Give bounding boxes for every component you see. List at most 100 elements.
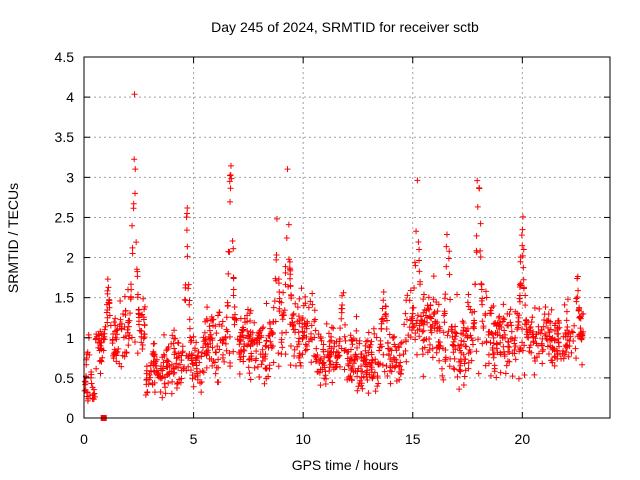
data-point <box>104 319 111 326</box>
data-point <box>446 248 453 255</box>
data-point <box>280 312 287 319</box>
data-point <box>431 309 438 316</box>
data-point <box>312 327 319 334</box>
data-point <box>579 332 586 339</box>
data-point <box>160 351 167 358</box>
data-point <box>240 353 247 360</box>
data-point <box>111 319 118 325</box>
data-point <box>105 284 112 291</box>
data-point <box>519 213 526 220</box>
data-point <box>526 325 533 332</box>
data-point <box>251 364 258 371</box>
data-point <box>279 344 286 351</box>
data-point <box>436 339 443 346</box>
data-point <box>452 333 459 340</box>
data-point <box>247 307 254 314</box>
data-point <box>203 364 210 371</box>
data-point <box>189 352 196 359</box>
data-point <box>262 342 269 349</box>
data-point <box>522 302 529 309</box>
data-point <box>436 357 443 364</box>
data-point <box>143 367 150 374</box>
data-point <box>474 203 481 210</box>
data-point <box>563 341 570 348</box>
data-point <box>322 381 329 388</box>
data-point <box>98 331 105 338</box>
data-point <box>184 205 191 212</box>
data-point <box>240 334 247 341</box>
data-point <box>308 359 315 366</box>
data-point <box>236 371 243 378</box>
data-point <box>258 332 265 339</box>
data-point <box>186 297 193 304</box>
data-point <box>409 310 416 317</box>
data-point <box>290 310 297 317</box>
data-point <box>403 316 410 323</box>
data-point <box>446 363 453 370</box>
data-point <box>177 379 184 386</box>
data-point <box>400 351 407 358</box>
data-point <box>440 312 447 319</box>
data-point <box>517 280 524 287</box>
data-point <box>246 355 253 362</box>
data-point <box>106 312 113 319</box>
data-point <box>383 326 390 333</box>
data-point <box>139 345 146 352</box>
data-point <box>246 370 253 377</box>
data-point <box>351 355 358 362</box>
data-point <box>420 373 427 380</box>
data-point <box>174 380 181 387</box>
y-tick-label: 2.5 <box>55 209 75 225</box>
data-point <box>122 349 129 356</box>
data-point <box>416 322 423 329</box>
data-point <box>122 307 129 314</box>
data-point <box>282 281 289 288</box>
data-point <box>227 198 234 205</box>
data-point <box>405 332 412 339</box>
data-point <box>104 287 111 294</box>
data-point <box>402 347 409 354</box>
data-point <box>339 292 346 299</box>
data-point <box>157 388 164 395</box>
data-point <box>203 352 210 359</box>
data-point <box>288 315 295 322</box>
data-point <box>372 388 379 395</box>
data-point <box>338 315 345 322</box>
data-point <box>499 335 506 342</box>
data-point <box>125 319 132 326</box>
data-point <box>125 335 132 342</box>
data-point <box>215 312 222 319</box>
data-point <box>104 276 111 283</box>
data-point <box>302 300 309 307</box>
data-point <box>263 375 270 382</box>
data-point <box>213 349 220 356</box>
data-point <box>531 305 538 312</box>
data-point <box>535 323 542 330</box>
data-point <box>338 345 345 352</box>
data-point <box>317 335 324 342</box>
data-point <box>512 343 519 350</box>
data-point <box>358 374 365 381</box>
data-point <box>202 340 209 347</box>
data-point <box>257 327 264 334</box>
data-point <box>196 359 203 366</box>
data-point <box>415 238 422 245</box>
data-point <box>482 362 489 369</box>
plot-frame <box>83 56 611 419</box>
data-point <box>396 344 403 351</box>
data-point <box>129 222 136 229</box>
data-point <box>268 328 275 335</box>
data-point <box>378 343 385 350</box>
data-point <box>403 358 410 365</box>
data-point <box>571 322 578 329</box>
data-point <box>427 302 434 309</box>
data-point <box>428 315 435 322</box>
data-point <box>117 316 124 323</box>
data-point <box>347 332 354 339</box>
data-point <box>296 350 303 357</box>
data-point <box>380 289 387 296</box>
data-point <box>301 329 308 336</box>
data-point <box>150 340 157 347</box>
data-point <box>421 336 428 343</box>
